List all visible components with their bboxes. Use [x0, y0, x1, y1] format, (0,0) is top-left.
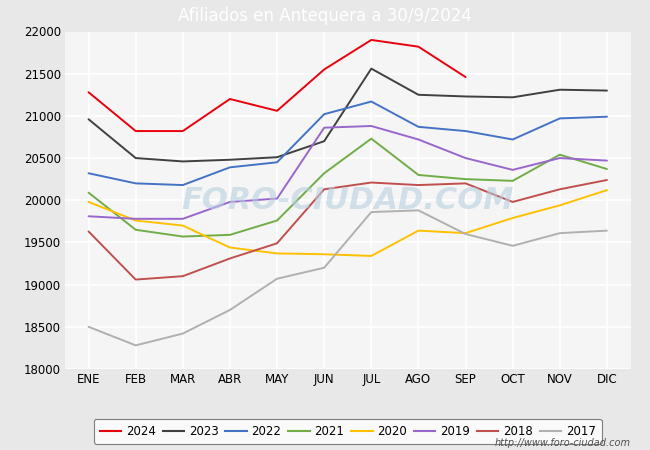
Text: Afiliados en Antequera a 30/9/2024: Afiliados en Antequera a 30/9/2024: [178, 7, 472, 25]
Text: http://www.foro-ciudad.com: http://www.foro-ciudad.com: [495, 438, 630, 448]
Legend: 2024, 2023, 2022, 2021, 2020, 2019, 2018, 2017: 2024, 2023, 2022, 2021, 2020, 2019, 2018…: [94, 419, 602, 444]
Text: FORO-CIUDAD.COM: FORO-CIUDAD.COM: [181, 186, 514, 215]
